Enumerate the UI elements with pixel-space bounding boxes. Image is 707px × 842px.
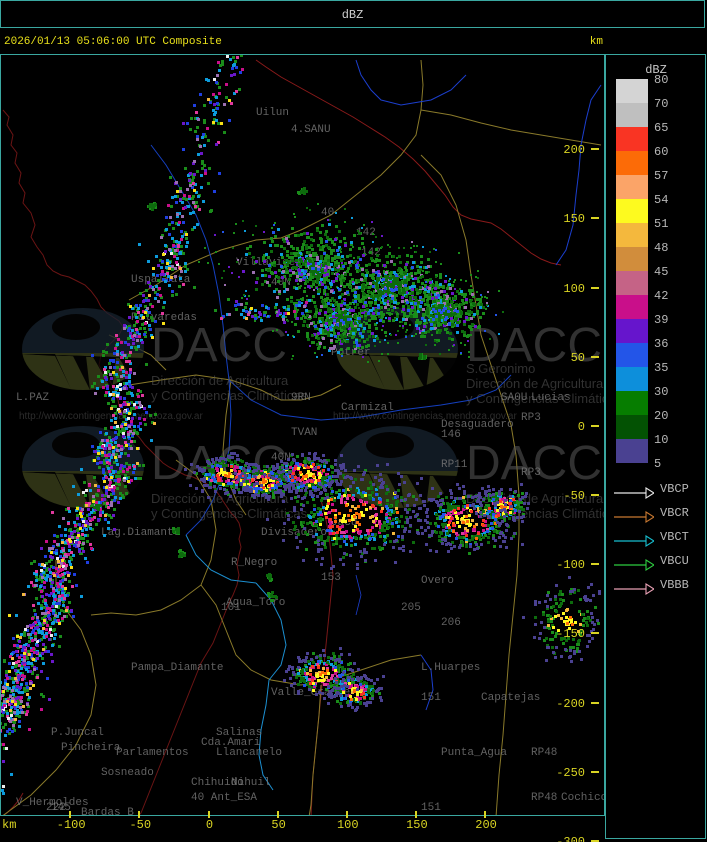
svg-text:Llancanelo: Llancanelo: [216, 747, 282, 759]
svg-text:L.PAZ: L.PAZ: [16, 392, 49, 404]
svg-text:DACC: DACC: [466, 437, 602, 490]
svg-text:151: 151: [421, 802, 441, 814]
svg-text:DACC: DACC: [151, 319, 287, 372]
svg-text:RP48: RP48: [531, 747, 557, 759]
svg-text:Chihuido: Chihuido: [191, 777, 244, 789]
svg-text:Punta_Agua: Punta_Agua: [441, 747, 507, 759]
svg-text:153: 153: [321, 572, 341, 584]
svg-text:y Contingencias Climáticas: y Contingencias Climáticas: [151, 388, 308, 403]
svg-text:Lucias: Lucias: [531, 392, 571, 404]
svg-text:Pampa_Diamante: Pampa_Diamante: [131, 662, 223, 674]
svg-text:9RN: 9RN: [291, 392, 311, 404]
svg-text:Potrer: Potrer: [331, 347, 371, 359]
svg-text:40 Ant_ESA: 40 Ant_ESA: [191, 792, 257, 804]
svg-text:Uilun: Uilun: [256, 107, 289, 119]
svg-text:Capatejas: Capatejas: [481, 692, 540, 704]
svg-text:RP11: RP11: [441, 459, 468, 471]
svg-text:Lag.Diamante: Lag.Diamante: [101, 527, 180, 539]
svg-text:206: 206: [441, 617, 461, 629]
svg-text:S.Geronimo: S.Geronimo: [466, 361, 535, 376]
svg-text:TVAN: TVAN: [291, 427, 317, 439]
svg-text:Dirección de Agricultura: Dirección de Agricultura: [466, 376, 604, 391]
svg-text:P.Juncal: P.Juncal: [51, 727, 104, 739]
svg-text:151: 151: [421, 692, 441, 704]
svg-text:Carmizal: Carmizal: [341, 402, 394, 414]
svg-text:L.Huarpes: L.Huarpes: [421, 662, 480, 674]
svg-text:RP3: RP3: [521, 412, 541, 424]
svg-text:Bardas_B: Bardas_B: [81, 807, 134, 816]
svg-text:RP3: RP3: [521, 467, 541, 479]
svg-text:R_Negro: R_Negro: [231, 557, 277, 569]
svg-text:RP48: RP48: [531, 792, 557, 804]
svg-text:Pincheira: Pincheira: [61, 742, 121, 754]
svg-text:Parlamentos: Parlamentos: [116, 747, 189, 759]
svg-text:40: 40: [321, 207, 334, 219]
svg-text:Dirección de Agricultura: Dirección de Agricultura: [151, 373, 289, 388]
svg-text:145: 145: [51, 802, 71, 814]
svg-text:4.SANU: 4.SANU: [291, 124, 331, 136]
svg-text:205: 205: [401, 602, 421, 614]
svg-text:Sosneado: Sosneado: [101, 767, 154, 779]
svg-text:SA0U: SA0U: [501, 392, 527, 404]
svg-text:146: 146: [441, 429, 461, 441]
svg-text:Cochico: Cochico: [561, 792, 605, 804]
svg-text:Overo: Overo: [421, 575, 454, 587]
svg-text:40N: 40N: [271, 277, 291, 289]
svg-text:y Contingencias Climáticas: y Contingencias Climáticas: [151, 506, 308, 521]
